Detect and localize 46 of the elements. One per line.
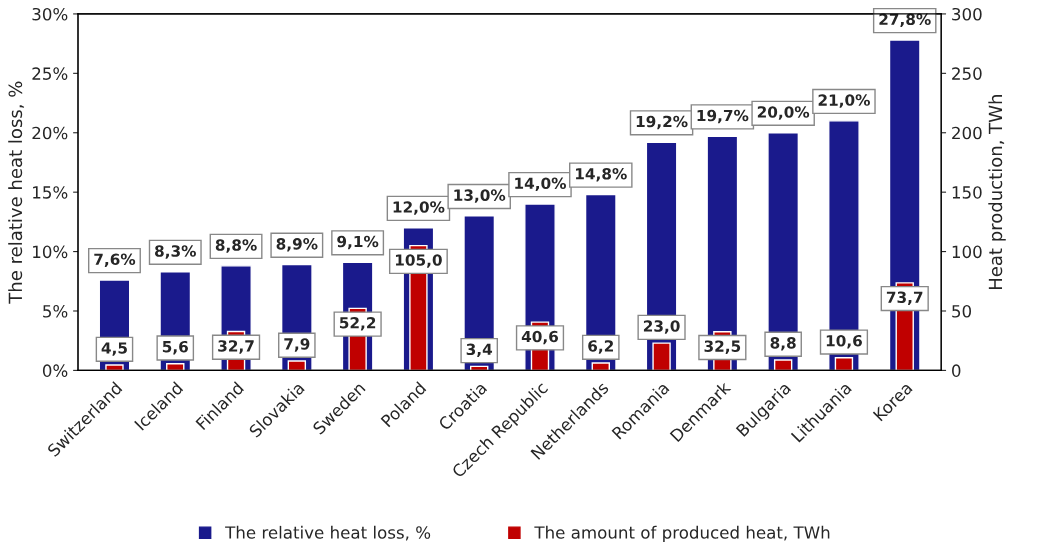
- data-label: 3,4: [466, 343, 493, 358]
- y2-tick-label: 0: [952, 364, 961, 377]
- y2-tick-label: 200: [952, 126, 982, 140]
- y-tick-label: 0%: [42, 364, 68, 377]
- y-tick-label: 10%: [33, 245, 68, 259]
- data-label: 20,0%: [757, 106, 810, 120]
- y-tick-label: 30%: [32, 7, 68, 21]
- data-label: 27,8%: [879, 13, 931, 28]
- data-label: 8,3%: [155, 245, 196, 259]
- data-label: 73,7: [886, 291, 923, 305]
- y2-tick-label: 150: [952, 186, 982, 199]
- data-label: 52,2: [339, 316, 376, 331]
- data-label: 7,6%: [94, 253, 136, 268]
- data-label: 12,0%: [393, 201, 445, 215]
- y2-axis-title: Heat production, TWh: [988, 95, 1006, 290]
- data-label: 8,9%: [276, 238, 318, 252]
- data-label: 19,7%: [697, 109, 749, 124]
- y-tick-label: 5%: [43, 304, 68, 318]
- legend-label: The relative heat loss, %: [225, 525, 431, 541]
- data-label: 9,1%: [337, 235, 379, 250]
- data-label: 32,7: [218, 340, 254, 354]
- y2-tick-label: 100: [952, 245, 982, 259]
- data-label: 6,2: [588, 340, 613, 354]
- data-label: 8,8%: [215, 239, 257, 253]
- data-label: 19,2%: [636, 115, 688, 130]
- y-tick-label: 15%: [33, 186, 68, 199]
- data-label: 10,6: [826, 334, 862, 349]
- data-label: 23,0: [643, 320, 680, 334]
- data-label: 13,0%: [454, 189, 506, 203]
- y2-tick-label: 50: [952, 304, 972, 318]
- data-label: 7,9: [284, 338, 310, 352]
- data-label: 4,5: [101, 342, 127, 356]
- data-label: 8,8: [770, 337, 796, 351]
- y-tick-label: 20%: [32, 126, 68, 140]
- data-label: 14,0%: [515, 177, 567, 191]
- data-label: 32,5: [704, 340, 741, 354]
- legend-label: The amount of produced heat, TWh: [534, 525, 830, 542]
- y2-tick-label: 300: [952, 7, 982, 21]
- data-label: 105,0: [395, 254, 442, 268]
- data-label: 21,0%: [818, 94, 870, 108]
- data-label: 40,6: [521, 330, 559, 345]
- data-label: 14,8%: [576, 167, 627, 182]
- y2-tick-label: 250: [952, 67, 982, 80]
- y-axis-title: The relative heat loss, %: [8, 81, 25, 304]
- data-label: 5,6: [162, 340, 188, 355]
- y-tick-label: 25%: [32, 67, 68, 80]
